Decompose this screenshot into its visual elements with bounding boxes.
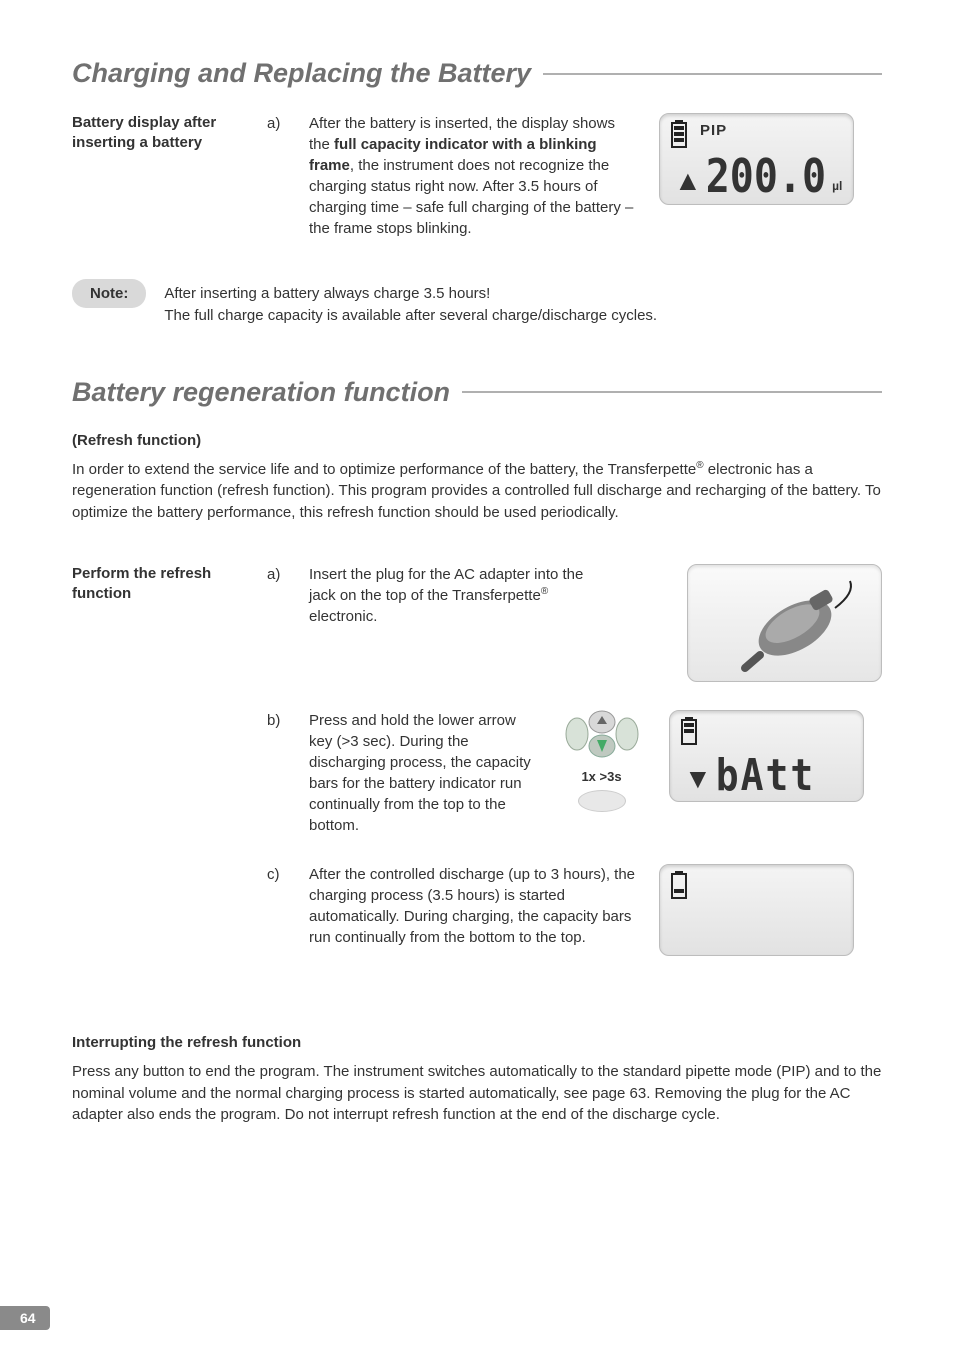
section-title-text: Charging and Replacing the Battery <box>72 58 531 89</box>
refresh-step-b-row: b) Press and hold the lower arrow key (>… <box>72 710 882 836</box>
keypad-figure: 1x >3s <box>554 710 649 812</box>
lcd-arrow-down-icon: ▼ <box>684 763 712 795</box>
refresh-subtitle: (Refresh function) <box>72 432 882 449</box>
battery-icon-3 <box>670 871 688 899</box>
lcd-screen-batt: ▼ bAtt <box>669 710 864 802</box>
step-a2-text: Insert the plug for the AC adapter into … <box>309 564 609 627</box>
keypad-bottom-button-icon <box>578 790 626 812</box>
step-a2-pre: Insert the plug for the AC adapter into … <box>309 566 583 604</box>
lcd-mode: PIP <box>700 122 727 139</box>
keypad-icon <box>563 710 641 762</box>
step-a-text: After the battery is inserted, the displ… <box>309 113 639 239</box>
step-letter-c: c) <box>267 864 289 885</box>
title-rule <box>543 73 882 75</box>
lcd-figure-batt: ▼ bAtt <box>669 710 864 802</box>
step-a2-post: electronic. <box>309 608 377 625</box>
page-number: 64 <box>0 1306 50 1330</box>
battery-icon <box>670 120 688 148</box>
keypad-label: 1x >3s <box>554 769 649 784</box>
note-body: After inserting a battery always charge … <box>164 279 657 327</box>
refresh-step-a-row: Perform the refresh function a) Insert t… <box>72 564 882 682</box>
note-row: Note: After inserting a battery always c… <box>72 279 882 327</box>
sidehead-refresh: Perform the refresh function <box>72 564 247 605</box>
lcd-figure-pip: PIP ▲ 200.0 µl <box>659 113 854 205</box>
lcd-figure-empty <box>659 864 854 956</box>
intro-pre: In order to extend the service life and … <box>72 461 696 478</box>
sidehead-battery-display: Battery display after inserting a batter… <box>72 113 247 154</box>
lcd-screen: PIP ▲ 200.0 µl <box>659 113 854 205</box>
lcd-arrow-up-icon: ▲ <box>674 165 702 197</box>
lcd-value: 200.0 <box>706 151 826 204</box>
lcd-unit: µl <box>832 179 842 193</box>
refresh-step-c-row: c) After the controlled discharge (up to… <box>72 864 882 956</box>
step-a2-sup: ® <box>541 586 548 597</box>
lcd-value-batt: bAtt <box>716 749 816 800</box>
device-illustration <box>687 564 882 682</box>
pipette-device-icon <box>705 573 865 673</box>
intro-paragraph: In order to extend the service life and … <box>72 459 882 524</box>
note-line1: After inserting a battery always charge … <box>164 285 490 302</box>
section-title-text-2: Battery regeneration function <box>72 377 450 408</box>
step-a-post: , the instrument does not recognize the … <box>309 157 633 237</box>
step-letter-a: a) <box>267 113 289 134</box>
battery-display-row: Battery display after inserting a batter… <box>72 113 882 239</box>
interrupting-heading: Interrupting the refresh function <box>72 1034 882 1051</box>
step-c-text: After the controlled discharge (up to 3 … <box>309 864 639 948</box>
interrupting-body: Press any button to end the program. The… <box>72 1061 882 1126</box>
intro-sup: ® <box>696 460 703 471</box>
step-letter-b: b) <box>267 710 289 731</box>
note-line2: The full charge capacity is available af… <box>164 307 657 324</box>
note-label: Note: <box>72 279 146 308</box>
step-letter-a2: a) <box>267 564 289 585</box>
title-rule-2 <box>462 391 882 393</box>
battery-icon-2 <box>680 717 698 745</box>
section-title-regeneration: Battery regeneration function <box>72 377 882 408</box>
lcd-screen-empty <box>659 864 854 956</box>
step-b-text: Press and hold the lower arrow key (>3 s… <box>309 710 534 836</box>
device-figure <box>687 564 882 682</box>
section-title-charging: Charging and Replacing the Battery <box>72 58 882 89</box>
